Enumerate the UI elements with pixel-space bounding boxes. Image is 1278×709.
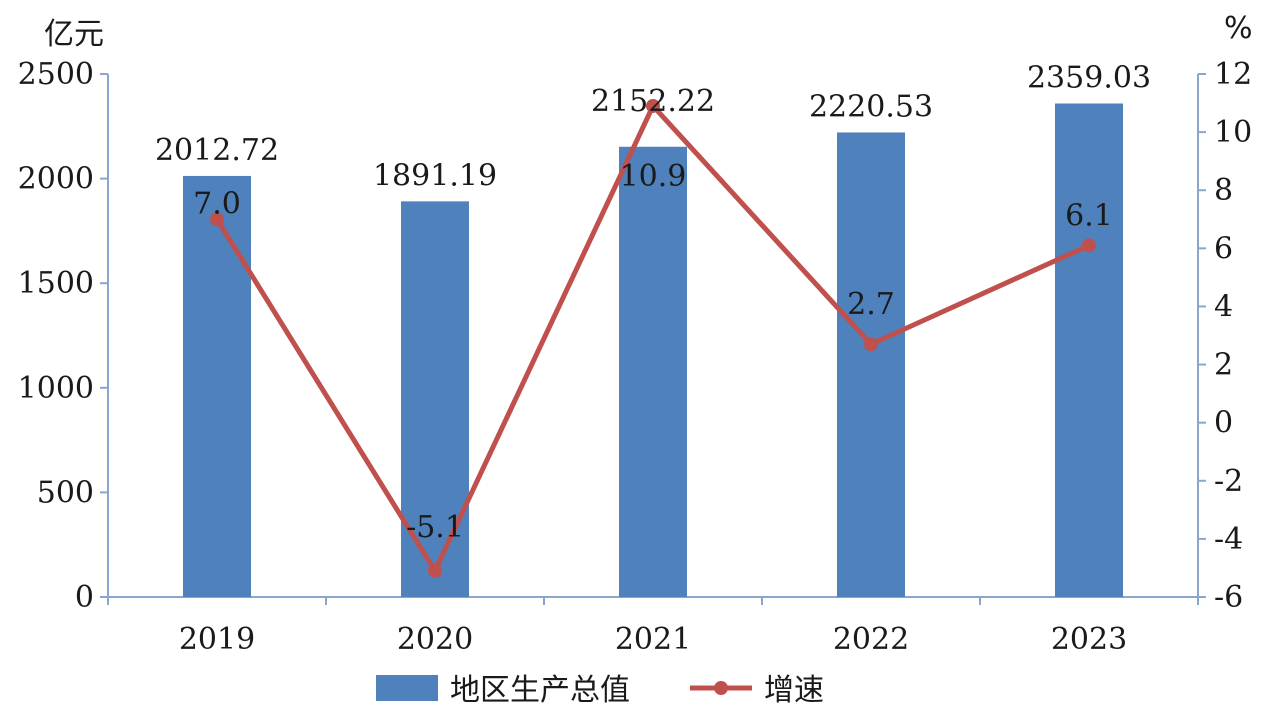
line-value-label: 6.1 <box>1065 198 1113 233</box>
line-point <box>210 212 224 227</box>
x-axis-tick-label: 2021 <box>615 622 691 657</box>
right-axis-tick-label: 0 <box>1214 406 1233 441</box>
x-axis-tick-label: 2023 <box>1051 622 1127 657</box>
bar-series <box>183 103 1123 598</box>
x-axis-tick-label: 2019 <box>179 622 255 657</box>
bar <box>1055 103 1123 598</box>
left-axis-tick-label: 2000 <box>18 162 94 197</box>
left-axis-tick-label: 2500 <box>18 57 94 92</box>
right-axis-tick-label: -4 <box>1214 522 1243 557</box>
data-labels: 2012.72 1891.19 2152.22 2220.53 2359.03 7.0 -5… <box>155 60 1151 544</box>
right-axis-tick-label: 2 <box>1214 348 1233 383</box>
line-series <box>210 98 1096 578</box>
line-point <box>428 563 442 578</box>
left-axis-tick-label: 1500 <box>18 266 94 301</box>
bar-value-label: 2220.53 <box>809 89 933 124</box>
line-value-label: 2.7 <box>847 287 895 322</box>
bar-value-label: 2152.22 <box>591 84 715 119</box>
legend: 地区生产总值 增速 <box>376 673 824 708</box>
bar <box>837 132 905 597</box>
line-point <box>1082 238 1096 253</box>
right-axis-tick-label: -6 <box>1214 580 1243 615</box>
right-axis-tick-label: 6 <box>1214 231 1233 266</box>
right-axis-tick-label: 12 <box>1214 57 1252 92</box>
line-value-label: 7.0 <box>193 186 241 221</box>
line-point <box>646 98 660 113</box>
bar-value-label: 2012.72 <box>155 133 279 168</box>
left-axis-unit: 亿元 <box>44 17 104 52</box>
bar-value-label: 2359.03 <box>1027 60 1151 95</box>
right-axis-tick-label: 10 <box>1214 115 1252 150</box>
bar-value-label: 1891.19 <box>373 158 497 193</box>
legend-label-bar: 地区生产总值 <box>450 673 630 708</box>
axes: 0 500 1000 1500 2000 2500 -6 -4 -2 0 2 4 6 8 10 12 2019 2… <box>18 57 1253 657</box>
legend-label-line: 增速 <box>764 673 824 708</box>
right-axis-tick-label: 8 <box>1214 173 1233 208</box>
x-axis-tick-label: 2022 <box>833 622 909 657</box>
line-value-label: -5.1 <box>406 510 464 545</box>
line-value-label: 10.9 <box>620 159 687 194</box>
legend-swatch-line-marker <box>714 681 728 695</box>
right-axis-tick-label: 4 <box>1214 289 1233 324</box>
left-axis-tick-label: 500 <box>37 475 94 510</box>
left-axis-tick-label: 0 <box>75 580 94 615</box>
x-axis-tick-label: 2020 <box>397 622 473 657</box>
bar <box>183 175 251 598</box>
right-axis-tick-label: -2 <box>1214 464 1243 499</box>
right-axis-unit: % <box>1224 11 1253 46</box>
line-point <box>864 337 878 352</box>
bar <box>619 146 687 598</box>
legend-swatch-bar <box>376 675 438 701</box>
left-axis-tick-label: 1000 <box>18 371 94 406</box>
